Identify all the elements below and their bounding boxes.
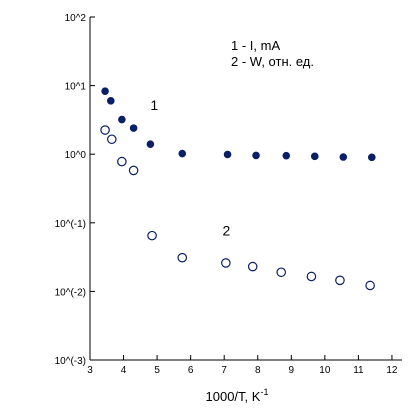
series-2-point xyxy=(306,271,317,282)
series-1-point xyxy=(118,115,126,124)
x-axis-label: 1000/T, K-1 xyxy=(206,387,269,404)
series-2-point xyxy=(147,230,157,241)
series-1-point xyxy=(101,87,109,95)
x-tick-label: 5 xyxy=(154,365,160,376)
series-1-point xyxy=(282,151,291,160)
series-2: 2 xyxy=(100,125,375,291)
series-1-point xyxy=(223,150,232,159)
series-2-point xyxy=(247,261,258,272)
series-2-point xyxy=(335,275,345,286)
series-2-point xyxy=(117,156,127,167)
y-tick-label: 10^1 xyxy=(65,82,87,93)
x-tick-label: 4 xyxy=(121,365,127,376)
x-tick-label: 7 xyxy=(221,365,227,376)
x-ticks: 3 4 5 6 7 8 9 10 11 12 xyxy=(87,355,398,376)
y-tick-label: 10^0 xyxy=(65,150,87,161)
y-tick-label: 10^(-2) xyxy=(55,287,86,298)
series-2-point xyxy=(221,258,231,268)
series-2-point xyxy=(107,134,117,145)
series-2-point xyxy=(365,280,375,291)
legend: 1 - I, mA 2 - W, отн. ед. xyxy=(231,38,314,69)
x-tick-label: 10 xyxy=(319,365,331,376)
x-tick-label: 9 xyxy=(289,365,295,376)
series-1-point xyxy=(252,151,260,160)
x-tick-label: 12 xyxy=(386,365,398,376)
plot-series: 12 xyxy=(100,87,376,291)
series-2-point xyxy=(100,125,110,135)
y-tick-label: 10^2 xyxy=(65,13,87,24)
series-1-label: 1 xyxy=(150,97,158,113)
series-1: 1 xyxy=(101,87,376,162)
series-2-point xyxy=(276,267,287,278)
series-1-point xyxy=(339,153,348,161)
series-1-point xyxy=(368,153,376,162)
series-1-point xyxy=(146,140,155,148)
x-axis: 3 4 5 6 7 8 9 10 11 12 1000/T, K-1 xyxy=(87,355,402,404)
series-1-point xyxy=(310,152,319,161)
series-2-point xyxy=(128,165,139,176)
x-tick-label: 3 xyxy=(87,365,93,376)
legend-entry-2: 2 - W, отн. ед. xyxy=(231,54,314,69)
x-tick-label: 11 xyxy=(353,365,364,376)
series-1-point xyxy=(178,149,187,158)
series-1-point xyxy=(129,124,138,132)
x-tick-label: 6 xyxy=(188,365,194,376)
series-2-point xyxy=(177,252,188,263)
x-tick-label: 8 xyxy=(255,365,261,376)
series-2-label: 2 xyxy=(223,223,231,239)
x-axis-label-superscript: -1 xyxy=(260,387,268,397)
legend-entry-1: 1 - I, mA xyxy=(231,38,280,53)
y-tick-label: 10^(-1) xyxy=(55,219,86,230)
y-tick-label: 10^(-3) xyxy=(55,356,86,367)
series-1-point xyxy=(107,97,115,105)
y-ticks: 10^2 10^1 10^0 10^(-1) 10^(-2) 10^(-3) xyxy=(55,13,95,367)
y-axis: 10^2 10^1 10^0 10^(-1) 10^(-2) 10^(-3) xyxy=(55,13,95,367)
